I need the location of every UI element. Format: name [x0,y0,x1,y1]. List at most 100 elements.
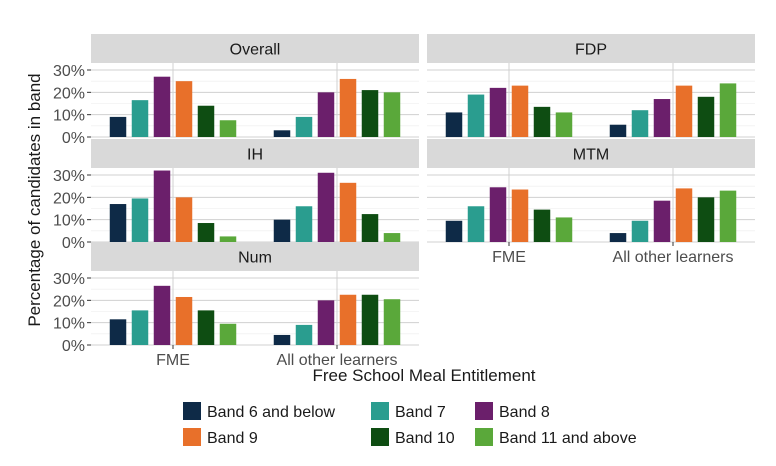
facet-strip [427,139,755,168]
panel-num: Num 0% 10% 20% 30% FME All other learners [53,242,419,369]
bar-band-9 [511,85,529,137]
y-tick-label: 0% [62,338,85,355]
facet-title: IH [247,147,263,164]
bar-band-8 [317,300,335,345]
facet-strip [91,139,419,168]
legend-item-band-7: Band 7 [371,402,446,421]
panel-ih: IH 0% 10% 20% 30% [53,139,419,252]
bar-band-8 [489,87,507,137]
bar-band-7 [131,198,149,242]
y-tick-label: 0% [62,130,85,147]
bar-band-7 [295,116,313,137]
bar-band-11-and-above [219,120,237,137]
bar-band-7 [295,206,313,242]
bar-band-11-and-above [719,83,737,137]
legend: Band 6 and below Band 7 Band 8 Band 9 Band 1… [183,402,637,447]
x-tick-label: FME [492,249,526,266]
panel-overall: Overall 0% 10% 20% 30% [53,34,419,147]
bar-band-9 [675,188,693,242]
bar-band-7 [467,94,485,137]
legend-item-band-11-and-above: Band 11 and above [475,428,637,447]
bar-band-10 [697,96,715,137]
bar-band-7 [131,310,149,345]
bar-band-10 [533,106,551,137]
y-tick-label: 30% [53,63,85,80]
bar-band-10 [361,90,379,137]
legend-swatch [475,402,493,420]
legend-label: Band 8 [499,404,550,421]
chart-panels: Overall 0% 10% 20% 30% FDP IH 0% 10% 20% 30% MTM FME… [53,34,755,369]
bar-band-6-and-below [445,220,463,242]
bar-band-6-and-below [109,319,127,345]
legend-swatch [475,428,493,446]
y-tick-label: 20% [53,293,85,310]
bar-band-9 [175,296,193,345]
bar-band-10 [533,209,551,242]
x-tick-label: All other learners [613,249,734,266]
legend-label: Band 7 [395,404,446,421]
bar-band-11-and-above [219,323,237,345]
bar-band-11-and-above [219,236,237,242]
bar-band-6-and-below [273,130,291,137]
legend-item-band-10: Band 10 [371,428,455,447]
bar-band-6-and-below [609,124,627,137]
panel-mtm: MTM FME All other learners [427,139,755,266]
legend-item-band-8: Band 8 [475,402,550,421]
y-tick-label: 10% [53,108,85,125]
bar-band-8 [153,170,171,242]
bar-band-9 [339,294,357,345]
x-tick-label: FME [156,352,190,369]
legend-label: Band 9 [207,430,258,447]
bar-band-8 [153,285,171,345]
bar-band-6-and-below [109,204,127,242]
y-tick-label: 20% [53,190,85,207]
bar-band-7 [467,206,485,242]
y-tick-label: 10% [53,213,85,230]
bar-band-6-and-below [109,116,127,137]
bar-band-11-and-above [383,299,401,345]
legend-label: Band 10 [395,430,455,447]
bar-band-11-and-above [555,217,573,242]
bar-band-7 [131,100,149,137]
legend-label: Band 6 and below [207,404,336,421]
bar-band-9 [339,78,357,137]
legend-swatch [371,402,389,420]
bar-band-9 [175,197,193,242]
x-tick-label: All other learners [277,352,398,369]
bar-band-6-and-below [273,334,291,345]
legend-swatch [183,402,201,420]
panel-fdp: FDP [427,34,755,138]
bar-band-9 [339,182,357,242]
facet-strip [91,242,419,271]
bar-band-9 [511,189,529,242]
bar-band-8 [317,92,335,137]
bar-band-7 [631,220,649,242]
bar-band-10 [197,310,215,345]
y-tick-label: 20% [53,85,85,102]
legend-swatch [371,428,389,446]
bar-band-6-and-below [445,112,463,137]
y-tick-label: 30% [53,271,85,288]
bar-band-10 [697,197,715,242]
bar-band-11-and-above [383,92,401,137]
bar-band-10 [361,294,379,345]
y-tick-label: 10% [53,316,85,333]
bar-band-7 [631,110,649,137]
bar-band-10 [197,105,215,137]
bar-band-7 [295,324,313,345]
y-tick-label: 30% [53,168,85,185]
bar-band-11-and-above [383,233,401,242]
facet-strip [91,34,419,63]
legend-item-band-9: Band 9 [183,428,258,447]
bar-band-8 [153,76,171,137]
bar-band-9 [675,85,693,137]
bar-band-11-and-above [719,190,737,242]
bar-band-10 [361,214,379,242]
bar-band-8 [489,187,507,242]
facet-title: Overall [230,42,281,59]
bar-band-6-and-below [609,233,627,242]
legend-label: Band 11 and above [499,430,637,447]
y-axis-title: Percentage of candidates in band [25,73,44,326]
bar-band-6-and-below [273,219,291,242]
